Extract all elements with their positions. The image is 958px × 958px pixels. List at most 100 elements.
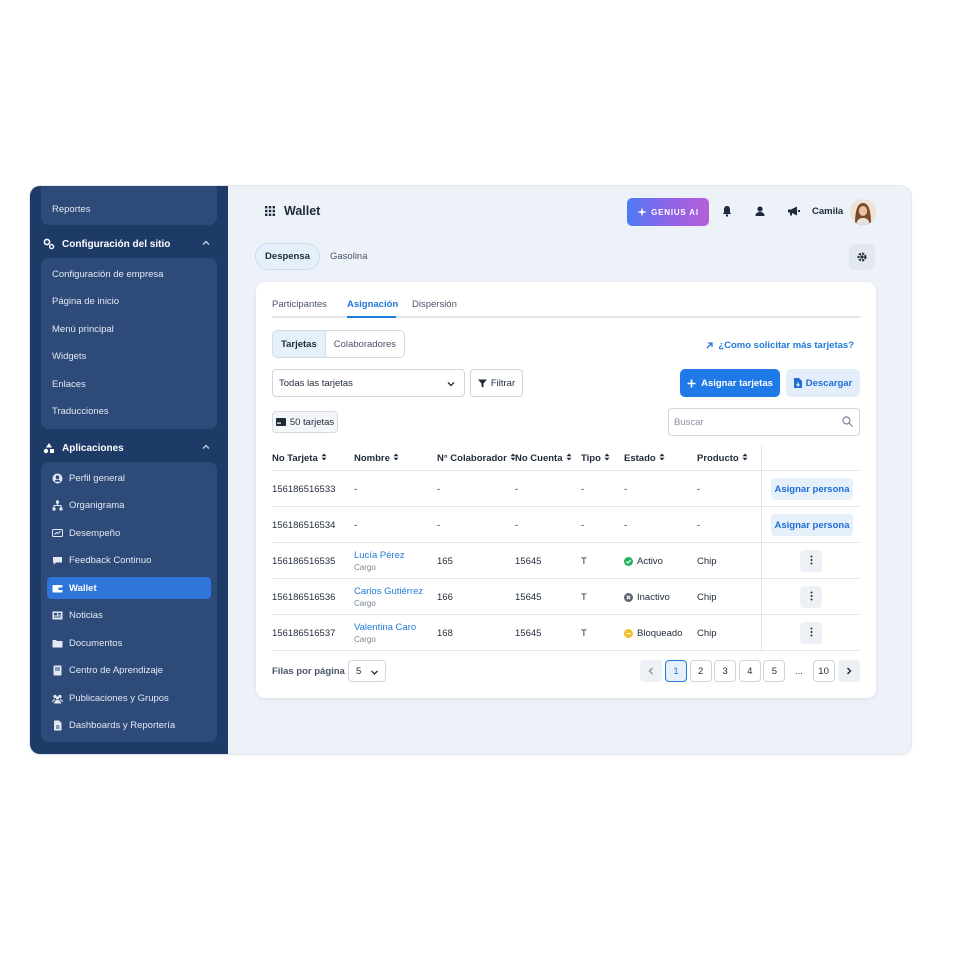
user-name[interactable]: Camila	[812, 206, 844, 217]
count-label: 50 tarjetas	[289, 416, 335, 428]
sidebar-item-organigrama[interactable]: Organigrama	[41, 495, 217, 517]
org-chart-icon	[52, 500, 63, 511]
assign-cards-button[interactable]: Asignar tarjetas	[680, 369, 780, 397]
sort-icon[interactable]	[393, 453, 399, 464]
avatar[interactable]	[850, 199, 876, 225]
sidebar: Reportes Configuración del sitio Configu…	[30, 186, 228, 754]
page-button[interactable]: 1	[665, 660, 687, 682]
column-header[interactable]: No Cuenta	[515, 446, 572, 470]
sidebar-item-config-3[interactable]: Widgets	[41, 346, 217, 368]
sidebar-item-wallet[interactable]: Wallet	[47, 577, 211, 599]
sidebar-item-desempe-o[interactable]: Desempeño	[41, 522, 217, 544]
cell-tipo: T	[581, 615, 587, 651]
sidebar-item-config-0[interactable]: Configuración de empresa	[41, 263, 217, 285]
page-button[interactable]: 10	[812, 660, 835, 682]
sort-icon[interactable]	[566, 453, 572, 464]
cell-nombre: Valentina Caro Cargo	[354, 615, 416, 651]
person-link[interactable]: Carlos Gutiérrez	[354, 586, 424, 597]
cell-producto: Chip	[697, 579, 717, 615]
search-icon[interactable]	[842, 416, 853, 427]
sidebar-item-reportes[interactable]: Reportes	[41, 198, 217, 220]
sort-icon[interactable]	[742, 453, 748, 464]
sort-icon[interactable]	[321, 453, 327, 464]
megaphone-icon[interactable]	[786, 204, 800, 218]
tab-dispersion[interactable]: Dispersión	[412, 299, 457, 310]
page-button[interactable]: 5	[763, 660, 786, 682]
chevron-up-icon[interactable]	[201, 238, 211, 248]
arrow-up-right-icon	[706, 342, 713, 349]
tab-asignacion[interactable]: Asignación	[347, 299, 399, 310]
cell-value: 156186516535	[272, 555, 336, 567]
sidebar-item-noticias[interactable]: Noticias	[41, 605, 217, 627]
sidebar-group-reportes	[41, 186, 217, 225]
person-link[interactable]: Lucía Pérez	[354, 550, 405, 561]
user-account-icon[interactable]	[753, 204, 767, 218]
tab-gasolina[interactable]: Gasolina	[330, 251, 368, 262]
cell-nombre: -	[354, 471, 357, 507]
cell-tarjeta: 156186516537	[272, 615, 335, 651]
cell-value: -	[581, 519, 585, 531]
genius-ai-button[interactable]: GENIUS AI	[627, 198, 709, 226]
row-menu-button[interactable]	[800, 550, 822, 572]
download-button[interactable]: Descargar	[786, 369, 860, 397]
row-menu-button[interactable]	[800, 586, 822, 608]
section-title: Configuración del sitio	[62, 238, 171, 250]
sidebar-item-documentos[interactable]: Documentos	[41, 632, 217, 654]
page-button[interactable]: 3	[714, 660, 737, 682]
row-menu-button[interactable]	[800, 622, 822, 644]
sidebar-item-label: Widgets	[52, 351, 87, 362]
sort-icon[interactable]	[604, 453, 610, 464]
toggle-tarjetas[interactable]: Tarjetas	[273, 331, 326, 357]
sidebar-item-label: Feedback Continuo	[69, 555, 152, 566]
status-activo-icon	[624, 556, 633, 566]
assign-person-button[interactable]: Asignar persona	[771, 514, 853, 536]
sidebar-item-config-5[interactable]: Traducciones	[41, 401, 217, 423]
column-header[interactable]: Producto	[697, 446, 748, 470]
chevron-up-icon[interactable]	[201, 442, 211, 452]
cards-filter-select[interactable]: Todas las tarjetas	[272, 369, 465, 397]
column-header[interactable]: Tipo	[581, 446, 610, 470]
sidebar-item-label: Enlaces	[52, 378, 86, 390]
settings-button[interactable]	[849, 244, 875, 270]
status-inactivo-icon	[624, 592, 633, 602]
sidebar-item-config-1[interactable]: Página de inicio	[41, 291, 217, 313]
sidebar-item-perfil-general[interactable]: Perfil general	[41, 467, 217, 489]
sort-icon[interactable]	[659, 453, 665, 464]
cell-value: -	[581, 483, 585, 495]
person-link[interactable]: Valentina Caro	[354, 622, 417, 633]
cell-value: 15645	[515, 591, 542, 603]
sidebar-item-config-2[interactable]: Menú principal	[41, 318, 217, 340]
pagination-ellipsis: ...	[795, 665, 803, 677]
sidebar-item-centro-de-aprendizaje[interactable]: Centro de Aprendizaje	[41, 660, 217, 682]
toggle-colaboradores[interactable]: Colaboradores	[333, 338, 397, 350]
filter-button[interactable]: Filtrar	[470, 369, 523, 397]
search-input[interactable]	[674, 409, 834, 435]
sidebar-item-dashboards-y-reporter-a[interactable]: Dashboards y Reportería	[41, 715, 217, 737]
rows-per-page-select[interactable]: 5	[348, 660, 386, 682]
tab-participantes[interactable]: Participantes	[272, 299, 327, 310]
chevron-left-icon	[648, 667, 653, 675]
request-cards-link[interactable]: ¿Como solicitar más tarjetas?	[705, 340, 854, 351]
column-header[interactable]: Estado	[624, 446, 665, 470]
sidebar-section-apps[interactable]: Aplicaciones	[43, 439, 215, 457]
column-header[interactable]: N° Colaborador	[437, 446, 516, 470]
page-button[interactable]: 4	[738, 660, 761, 682]
prev-page-button[interactable]	[640, 660, 662, 682]
column-header[interactable]: Nombre	[354, 446, 399, 470]
apps-grid-icon[interactable]	[265, 206, 275, 216]
next-page-button[interactable]	[838, 660, 860, 682]
assign-person-button[interactable]: Asignar persona	[771, 478, 853, 500]
column-header[interactable]: No Tarjeta	[272, 446, 327, 470]
sidebar-item-label: Centro de Aprendizaje	[69, 665, 164, 676]
sidebar-item-publicaciones-y-grupos[interactable]: Publicaciones y Grupos	[41, 687, 217, 709]
status-bloqueado-icon	[624, 628, 633, 638]
sidebar-item-feedback-continuo[interactable]: Feedback Continuo	[41, 550, 217, 572]
cell-value: -	[354, 519, 358, 531]
page-button[interactable]: 2	[689, 660, 712, 682]
bell-icon[interactable]	[720, 204, 734, 218]
sidebar-item-config-4[interactable]: Enlaces	[41, 373, 217, 395]
tab-despensa[interactable]: Despensa	[255, 243, 320, 270]
sort-icon[interactable]	[510, 453, 516, 464]
cell-value: 156186516533	[272, 483, 336, 495]
sidebar-section-config[interactable]: Configuración del sitio	[43, 235, 215, 253]
